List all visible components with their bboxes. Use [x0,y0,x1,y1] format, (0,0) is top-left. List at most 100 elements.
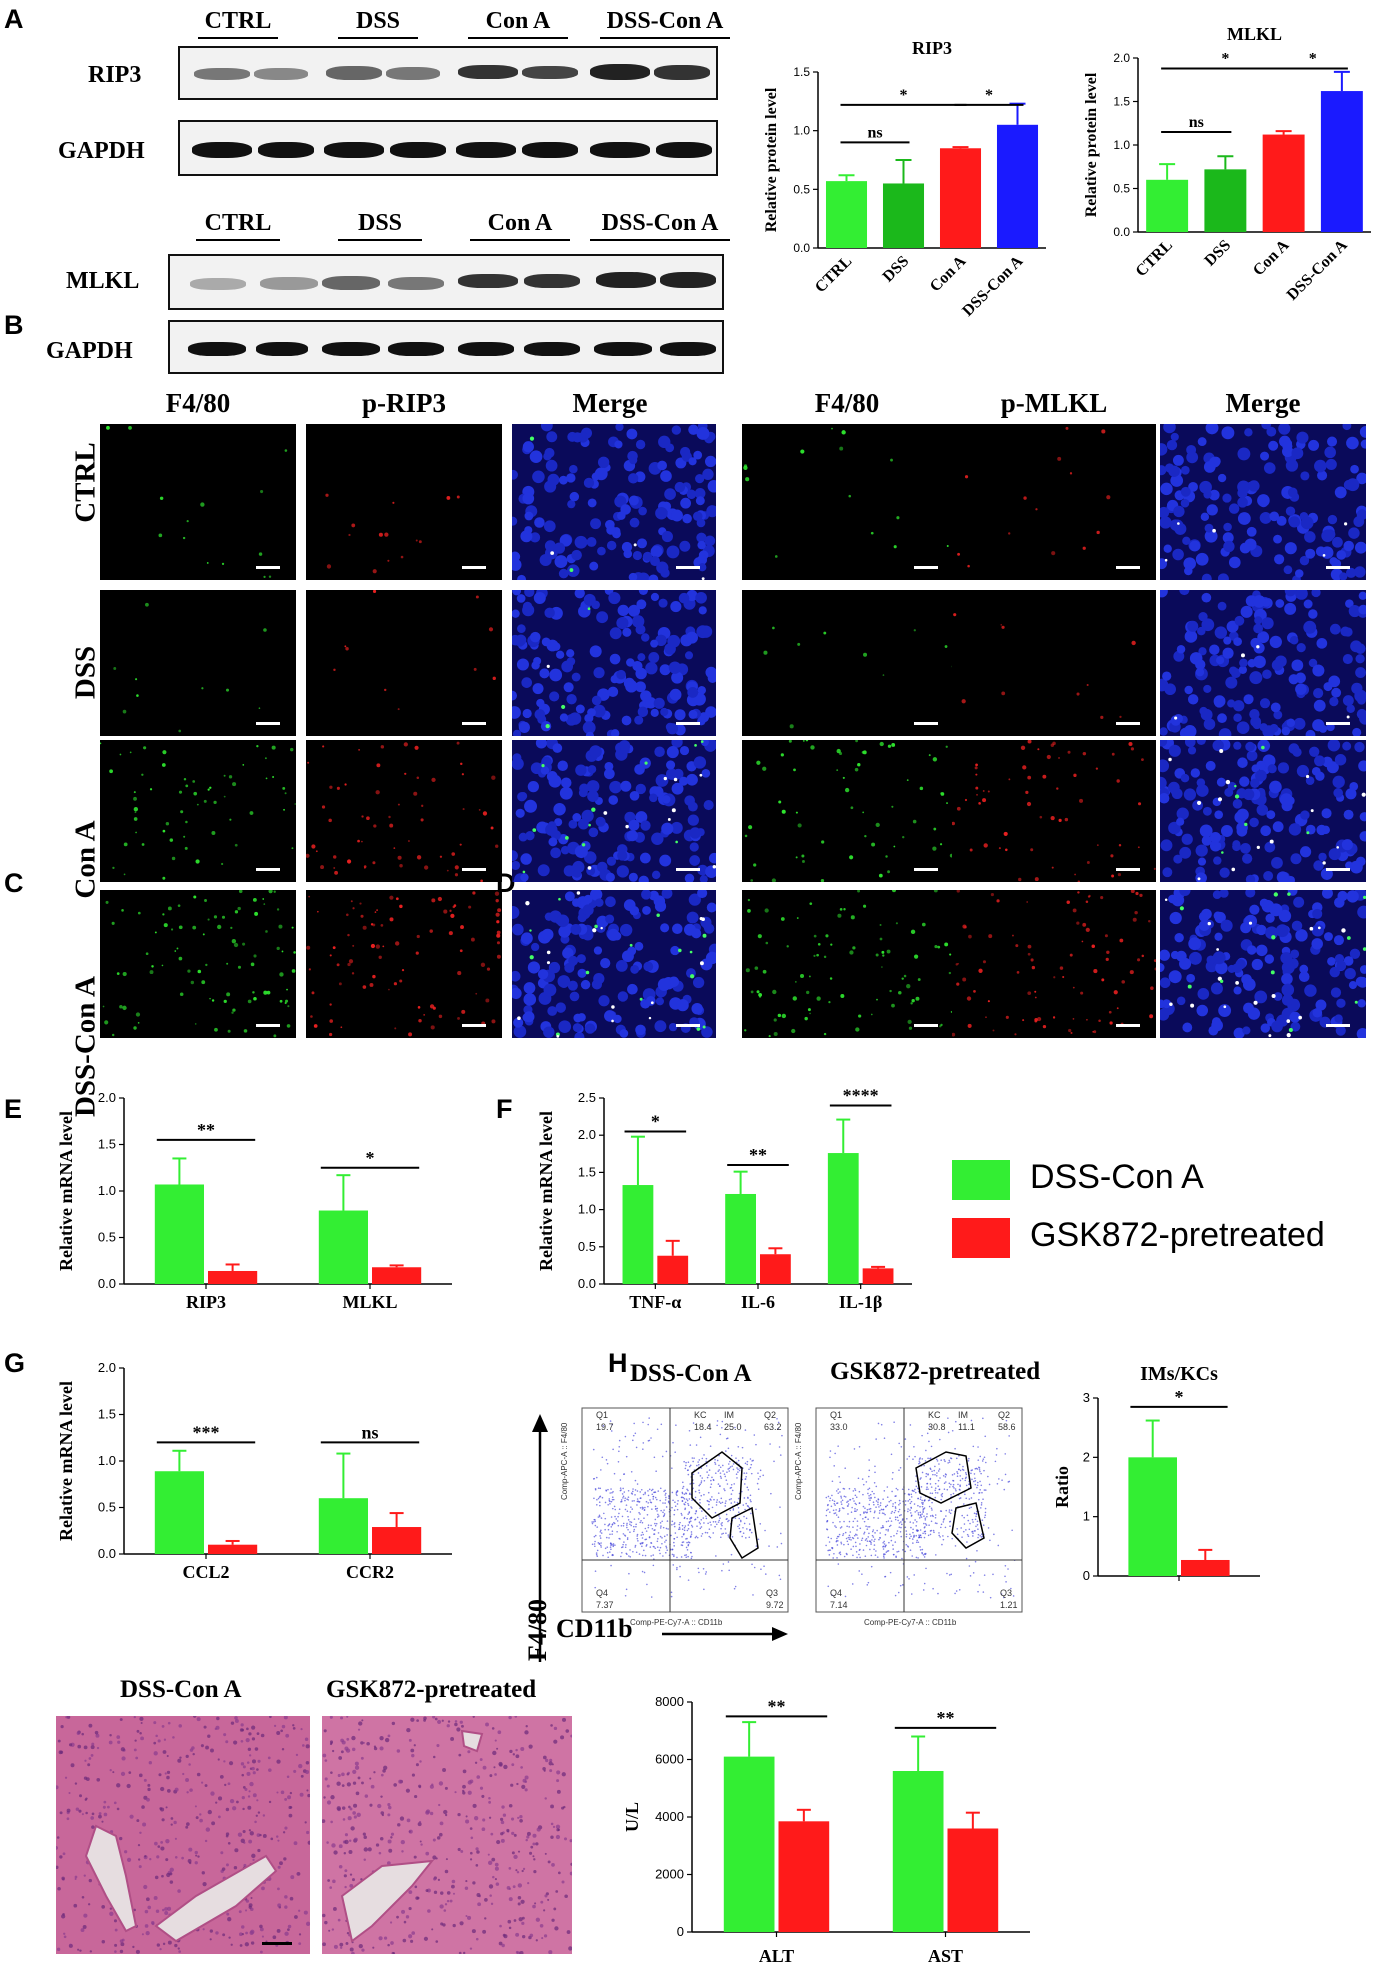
H-ytick-label-4: 8000 [655,1694,684,1709]
panel-label-h: H [608,1348,628,1378]
micro-field-r3-c3 [742,890,954,1038]
flow1-q2: Q2 [764,1410,777,1420]
A-RIP3-ytick-label-3: 1.5 [793,65,810,79]
H-ylabel: U/L [622,1802,642,1832]
micro-field-r3-c0 [100,890,296,1038]
micro-image-r0-c1 [306,424,502,580]
micro-image-r2-c3 [742,740,954,882]
H-ytick-label-2: 4000 [655,1809,684,1824]
micro-field-r3-c1 [306,890,502,1038]
micro-field-r2-c4 [952,740,1156,882]
micro-field-r1-c2 [512,590,716,736]
micro-col-pmlkl: p-MLKL [1000,388,1108,418]
legend-label-gsk872: GSK872-pretreated [1030,1216,1325,1254]
A-MLKL-xlabel-2: Con A [1250,236,1293,279]
A-MLKL-ylabel: Relative protein level [1083,72,1100,217]
micro-image-r0-c5 [1160,424,1366,580]
D-bar-0-0 [622,1185,654,1284]
flow2-kc: KC [928,1410,941,1420]
A-MLKL-xlabel-3: DSS-Con A [1284,236,1351,303]
E-bar-0-1 [208,1544,258,1554]
panel-label-c: C [4,868,24,898]
A-MLKL-bar-0 [1146,179,1189,232]
D-xlabel-2: IL-1β [839,1292,883,1312]
H-bar-1-1 [947,1828,999,1932]
D-ytick-label-1: 0.5 [578,1239,596,1254]
flow2-y-axis-label: Comp-APC-A :: F4/80 [794,1422,803,1500]
flow2-q3-value: 1.21 [1000,1600,1018,1610]
flow2-x-axis-label: Comp-PE-Cy7-A :: CD11b [864,1618,957,1627]
micro-image-r1-c2 [512,590,716,736]
micro-field-r0-c3 [742,424,954,580]
micro-field-r2-c1 [306,740,502,882]
E-ytick-label-0: 0.0 [98,1546,116,1561]
C-xlabel-0: RIP3 [186,1292,226,1312]
C-bar-1-1 [372,1267,422,1284]
A-RIP3-bar-2 [939,148,982,248]
blot1-group-ctrl: CTRL [198,8,278,39]
D-xlabel-0: TNF-α [629,1292,681,1312]
A-RIP3-xlabel-2: Con A [927,252,970,295]
he-title-gsk872: GSK872-pretreated [326,1676,537,1703]
flow1-x-axis-label: Comp-PE-Cy7-A :: CD11b [630,1618,723,1627]
H-xlabel-1: AST [928,1946,963,1966]
H-sig-label-0: ** [768,1696,786,1716]
A-MLKL-sig-label-1: * [1221,50,1229,67]
flow-x-label: CD11b [556,1614,633,1643]
micro-image-r1-c5 [1160,590,1366,736]
micro-row-ctrl: CTRL [69,442,102,523]
blot-label-rip3: RIP3 [88,62,142,88]
micro-image-r3-c0 [100,890,296,1038]
blot2-group-cona: Con A [470,210,570,241]
flow1-kc: KC [694,1410,707,1420]
micro-field-r1-c0 [100,590,296,736]
flow1-kc-value: 18.4 [694,1422,712,1432]
micro-row-cona: Con A [69,820,102,899]
micro-field-r1-c5 [1160,590,1366,736]
A-RIP3-ylabel: Relative protein level [763,87,780,232]
flow-title-dss-cona: DSS-Con A [630,1360,752,1387]
D-bar-1-0 [725,1193,756,1284]
flow1-q2-value: 63.2 [764,1422,782,1432]
mrna-cytokines-chart: 0.0 0.5 1.0 1.5 2.0 2.5 Relative mRNA level TNF… [536,1085,912,1312]
A-MLKL-sig-label-0: ns [1189,114,1204,131]
micro-field-r2-c2 [512,740,716,882]
micro-image-r1-c1 [306,590,502,736]
he-image-gsk872 [322,1716,572,1954]
E-bar-0-0 [154,1471,204,1554]
A-RIP3-sig-label-2: * [985,87,993,104]
micro-image-r0-c4 [952,424,1156,580]
flow1-q3: Q3 [766,1588,779,1598]
he-title-dss-cona: DSS-Con A [120,1676,242,1703]
E-ytick-label-2: 1.0 [98,1453,116,1468]
micro-field-r0-c1 [306,424,502,580]
flow1-y-axis-label: Comp-APC-A :: F4/80 [560,1422,569,1500]
A-RIP3-xlabel-1: DSS [880,253,913,286]
flow2-gate-im [915,1451,972,1504]
A-RIP3-xlabel-0: CTRL [812,253,855,296]
C-ytick-label-1: 0.5 [98,1230,116,1245]
A-RIP3-ytick-label-1: 0.5 [793,182,810,196]
he-image-dss-cona [56,1716,310,1954]
C-ytick-label-2: 1.0 [98,1183,116,1198]
micro-image-r1-c0 [100,590,296,736]
E-ytick-label-3: 1.5 [98,1407,116,1422]
H-ytick-label-1: 2000 [655,1867,684,1882]
A-MLKL-ytick-label-4: 2.0 [1113,51,1130,65]
flow2-q3: Q3 [1000,1588,1013,1598]
C-xlabel-1: MLKL [342,1292,397,1312]
micro-image-r0-c0 [100,424,296,580]
micro-field-r1-c4 [952,590,1156,736]
C-bar-0-1 [208,1270,258,1284]
micro-field-r0-c2 [512,424,716,580]
micro-field-r0-c0 [100,424,296,580]
blot-label-gapdh-2: GAPDH [46,338,133,364]
flow2-im-value: 11.1 [958,1422,975,1432]
C-bar-0-0 [154,1184,204,1284]
micro-image-r2-c1 [306,740,502,882]
legend-swatch-dss-cona [952,1160,1010,1200]
D-ylabel: Relative mRNA level [536,1111,556,1271]
flow1-q4: Q4 [596,1588,609,1598]
flow1-im-value: 25.0 [724,1422,742,1432]
panel-label-e: E [4,1094,23,1124]
